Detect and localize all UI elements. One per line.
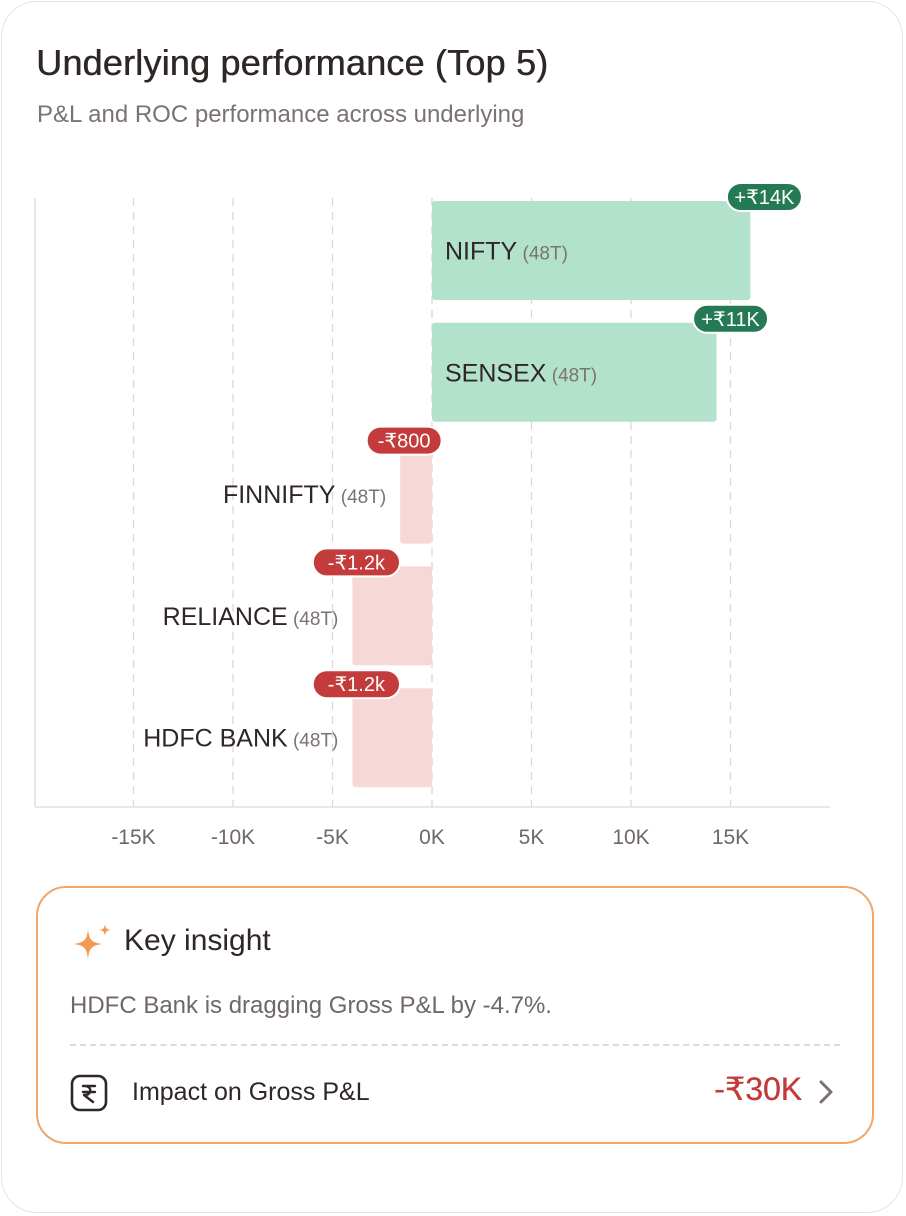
insight-text: HDFC Bank is dragging Gross P&L by -4.7%… (70, 992, 552, 1019)
value-badge (311, 669, 401, 700)
value-badge (311, 547, 401, 578)
category-name: HDFC BANK (143, 725, 288, 753)
category-name: SENSEX (445, 359, 547, 387)
x-tick-label: -10K (211, 826, 255, 849)
value-label: -₹1.2k (328, 552, 386, 574)
x-tick-label: 0K (419, 826, 445, 849)
x-tick-label: -5K (316, 826, 349, 849)
value-badge (725, 182, 803, 212)
impact-value: -₹30K (714, 1071, 802, 1107)
insight-title: Key insight (124, 924, 271, 957)
x-tick-label: -15K (111, 826, 155, 849)
category-label: SENSEX (48T) (445, 359, 597, 387)
category-label: HDFC BANK (48T) (143, 725, 338, 753)
card-title: Underlying performance (Top 5) (36, 42, 549, 83)
bar (432, 322, 717, 422)
value-badge (692, 303, 770, 334)
chevron-right-icon[interactable] (816, 1078, 836, 1106)
category-label: NIFTY (48T) (445, 238, 568, 266)
value-label: +₹14K (734, 187, 795, 209)
trade-count: (48T) (288, 731, 339, 752)
x-tick-label: 10K (612, 826, 649, 849)
underlying-bar-chart: -15K -10K -5K 0K 5K 10K 15K NIFTY (48T) +₹14K SEN… (34, 182, 830, 849)
impact-label: Impact on Gross P&L (132, 1078, 370, 1106)
x-tick-label: 15K (712, 826, 749, 849)
trade-count: (48T) (335, 487, 386, 508)
value-badge (365, 425, 443, 456)
sparkle-icon (74, 924, 111, 959)
bar (352, 688, 432, 788)
category-name: FINNIFTY (223, 481, 336, 509)
bar (400, 444, 432, 544)
card-subtitle: P&L and ROC performance across underlyin… (37, 101, 525, 128)
rupee-icon (70, 1074, 108, 1112)
category-name: RELIANCE (163, 603, 288, 631)
value-label: +₹11K (701, 309, 760, 331)
key-insight-panel[interactable]: Key insight HDFC Bank is dragging Gross … (36, 886, 874, 1144)
trade-count: (48T) (517, 244, 568, 265)
bar (352, 566, 432, 666)
value-label: -₹1.2k (328, 674, 386, 696)
value-label: -₹800 (378, 431, 431, 453)
bar (432, 201, 751, 300)
category-name: NIFTY (445, 238, 518, 266)
trade-count: (48T) (288, 609, 339, 630)
category-label: FINNIFTY (48T) (223, 481, 386, 509)
category-label: RELIANCE (48T) (163, 603, 339, 631)
x-tick-label: 5K (519, 826, 545, 849)
trade-count: (48T) (546, 365, 597, 386)
insight-divider (70, 1044, 840, 1046)
